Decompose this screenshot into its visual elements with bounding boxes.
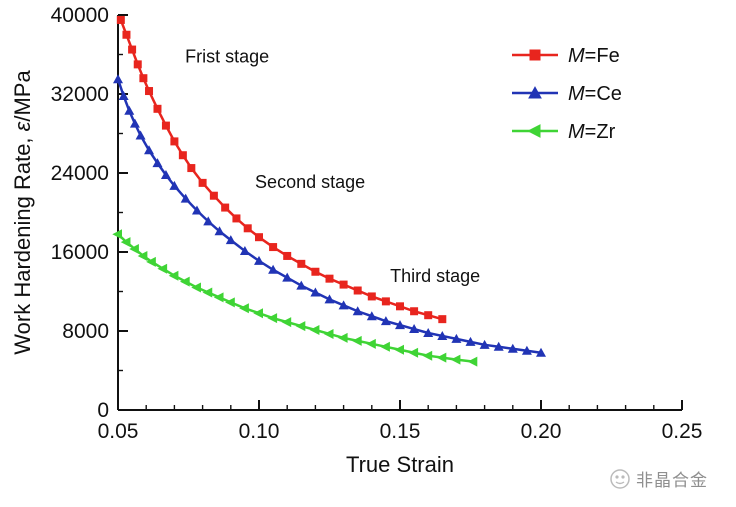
stage-annotation: Third stage bbox=[390, 266, 480, 286]
series-mfe bbox=[116, 15, 447, 324]
axes: 0.05 0.10 0.15 0.20 0.25 0 8000 16000 24000 32000… bbox=[51, 4, 703, 443]
x-tick-label: 0.10 bbox=[239, 420, 280, 443]
legend-label: M=Fe bbox=[568, 45, 620, 67]
x-tick-label: 0.15 bbox=[380, 420, 421, 443]
legend-item: M=Fe bbox=[512, 45, 620, 67]
series-mzr bbox=[112, 229, 478, 367]
x-axis-title: True Strain bbox=[346, 452, 454, 477]
y-axis-title: Work Hardening Rate, ε/MPa bbox=[10, 70, 35, 355]
series-line bbox=[117, 233, 474, 363]
legend-item: M=Ce bbox=[512, 83, 622, 105]
x-tick-label: 0.20 bbox=[521, 420, 562, 443]
stage-annotation: Second stage bbox=[255, 172, 365, 192]
stage-annotation: Frist stage bbox=[185, 46, 269, 66]
series-line bbox=[116, 78, 542, 354]
y-tick-label: 0 bbox=[97, 399, 109, 422]
y-tick-label: 24000 bbox=[51, 162, 109, 185]
series-mce bbox=[113, 74, 546, 357]
legend-item: M=Zr bbox=[512, 121, 616, 143]
x-tick-label: 0.25 bbox=[662, 420, 703, 443]
watermark: 非晶合金 bbox=[609, 466, 708, 491]
legend-label: M=Ce bbox=[568, 83, 622, 105]
legend-label: M=Zr bbox=[568, 121, 616, 143]
y-tick-label: 8000 bbox=[62, 320, 109, 343]
legend: M=Fe M=Ce M=Zr bbox=[512, 45, 622, 143]
x-tick-label: 0.05 bbox=[98, 420, 139, 443]
y-tick-label: 40000 bbox=[51, 4, 109, 27]
watermark-text: 非晶合金 bbox=[636, 471, 708, 490]
y-tick-label: 16000 bbox=[51, 241, 109, 264]
watermark-logo-icon bbox=[610, 468, 630, 489]
y-tick-label: 32000 bbox=[51, 83, 109, 106]
